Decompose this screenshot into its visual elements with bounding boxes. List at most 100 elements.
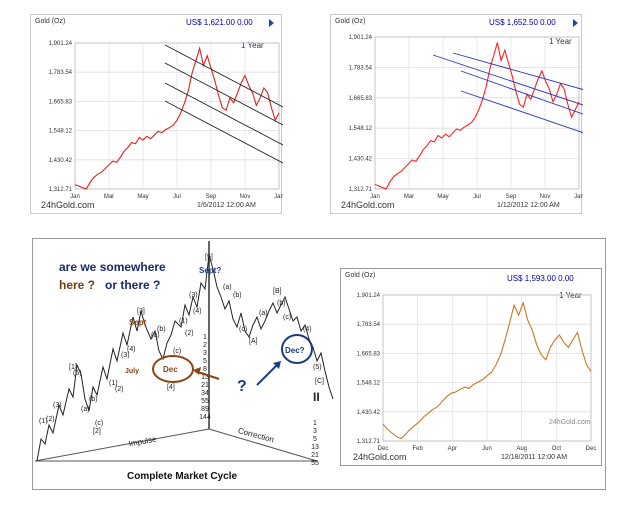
brand-label: 24hGold.com <box>41 200 95 210</box>
chart-plot: 1,901.24 1,783.54 1,665.83 1,548.12 1,430.42… <box>357 293 597 452</box>
x-tick-label: Jan <box>274 194 283 200</box>
fib-number: 3 <box>313 428 317 435</box>
trend-channel-line <box>460 70 583 115</box>
x-tick-label: May <box>137 194 148 200</box>
arrow-right <box>256 362 280 386</box>
trend-channel-line <box>164 62 283 126</box>
watermark: 24hGold.com <box>549 419 591 426</box>
july-label: July <box>125 368 139 375</box>
arrow-left-head <box>193 367 201 375</box>
wave-path <box>36 254 334 462</box>
svg-text:(3): (3) <box>189 292 198 299</box>
x-tick-label: Mar <box>104 194 114 200</box>
y-tick-label: 1,665.83 <box>49 99 73 105</box>
x-tick-label: Sep <box>506 194 517 200</box>
question-there: or there ? <box>105 278 160 292</box>
fib-number: 3 <box>203 350 207 357</box>
y-tick-label: 1,665.83 <box>357 351 381 357</box>
svg-text:(2): (2) <box>185 330 194 337</box>
y-tick-label: 1,430.42 <box>49 158 73 164</box>
chart-title: Gold (Oz) <box>345 272 376 279</box>
fib-number: 13 <box>201 374 209 381</box>
svg-text:(b): (b) <box>157 326 166 333</box>
play-arrow-icon[interactable] <box>269 19 274 27</box>
sept-top-label: Sept? <box>199 266 221 275</box>
svg-text:[A]: [A] <box>249 338 258 345</box>
x-tick-label: Dec <box>378 446 389 452</box>
svg-text:(b): (b) <box>233 292 242 299</box>
gold-price-line <box>382 300 592 440</box>
trend-channel-line <box>164 100 283 164</box>
trend-channel-line <box>164 82 283 146</box>
wave-labels: (1)(2) (3)[1](5) (a)(b) [2](c) (1)(2) (3… <box>39 254 324 435</box>
svg-text:(4): (4) <box>303 326 312 333</box>
plot-frame <box>382 294 592 442</box>
svg-text:(a): (a) <box>151 332 160 339</box>
y-tick-label: 1,901.24 <box>349 35 373 41</box>
trend-channel-line <box>432 54 583 106</box>
dec-right-label: Dec? <box>285 346 305 355</box>
svg-text:[5]: [5] <box>205 254 213 261</box>
svg-text:(a): (a) <box>223 284 232 291</box>
period-label: 1 Year <box>559 291 582 300</box>
x-tick-label: Jul <box>473 194 481 200</box>
fib-number: 55 <box>201 398 209 405</box>
y-tick-label: 1,901.24 <box>49 41 73 47</box>
chart-title: Gold (Oz) <box>335 18 366 25</box>
svg-text:(2): (2) <box>115 386 124 393</box>
svg-text:(b): (b) <box>277 300 286 307</box>
svg-text:[4]: [4] <box>167 384 175 391</box>
impulse-baseline <box>34 428 210 462</box>
gold-price-line <box>74 46 280 190</box>
period-label: 1 Year <box>549 37 572 46</box>
x-tick-label: Nov <box>240 194 251 200</box>
impulse-label: Impulse <box>128 435 158 449</box>
svg-text:(1): (1) <box>109 380 118 387</box>
y-tick-label: 1,312.71 <box>349 187 373 193</box>
svg-text:(4): (4) <box>193 308 202 315</box>
caption: Complete Market Cycle <box>127 471 237 482</box>
fib-number: 55 <box>311 460 319 467</box>
timestamp: 1/12/2012 12:00 AM <box>497 202 560 209</box>
arrow-right-head <box>273 361 281 369</box>
svg-text:(1): (1) <box>39 418 48 425</box>
svg-text:(5): (5) <box>73 370 82 377</box>
gold-price-line <box>374 42 580 190</box>
y-tick-label: 1,665.83 <box>349 96 373 102</box>
correction-label: Correction <box>237 426 275 444</box>
trend-channel-line <box>164 44 283 108</box>
svg-text:(4): (4) <box>127 346 136 353</box>
timestamp: 12/18/2011 12:00 AM <box>501 454 568 461</box>
x-tick-label: Feb <box>412 446 423 452</box>
svg-text:(2): (2) <box>46 416 55 423</box>
fib-number: 21 <box>311 452 319 459</box>
svg-text:(b): (b) <box>89 396 98 403</box>
x-tick-label: Apr <box>448 446 457 452</box>
svg-text:[B]: [B] <box>273 288 282 295</box>
svg-text:(3): (3) <box>53 402 62 409</box>
chart-title: Gold (Oz) <box>35 18 66 25</box>
price-readout: US$ 1,652.50 0.00 <box>489 18 556 27</box>
brand-label: 24hGold.com <box>353 452 407 462</box>
x-tick-label: Jan <box>574 194 583 200</box>
x-tick-label: May <box>437 194 448 200</box>
fib-number: 144 <box>199 414 211 421</box>
brand-label: 24hGold.com <box>341 200 395 210</box>
price-readout: US$ 1,621.00 0.00 <box>186 18 253 27</box>
play-arrow-icon[interactable] <box>573 19 578 27</box>
fib-number: 2 <box>203 342 207 349</box>
x-tick-label: Jan <box>70 194 80 200</box>
sept-label: Sept <box>129 318 147 327</box>
x-tick-label: Jan <box>370 194 380 200</box>
chart-plot: 1,901.24 1,783.54 1,665.83 1,548.12 1,430.42… <box>49 41 283 200</box>
fib-number: 34 <box>201 390 209 397</box>
timestamp: 1/6/2012 12:00 AM <box>197 202 256 209</box>
y-tick-label: 1,312.71 <box>49 187 73 193</box>
fib-number: 5 <box>203 358 207 365</box>
y-tick-label: 1,901.24 <box>357 293 381 299</box>
x-tick-label: Oct <box>552 446 562 452</box>
svg-text:(c): (c) <box>239 326 247 333</box>
